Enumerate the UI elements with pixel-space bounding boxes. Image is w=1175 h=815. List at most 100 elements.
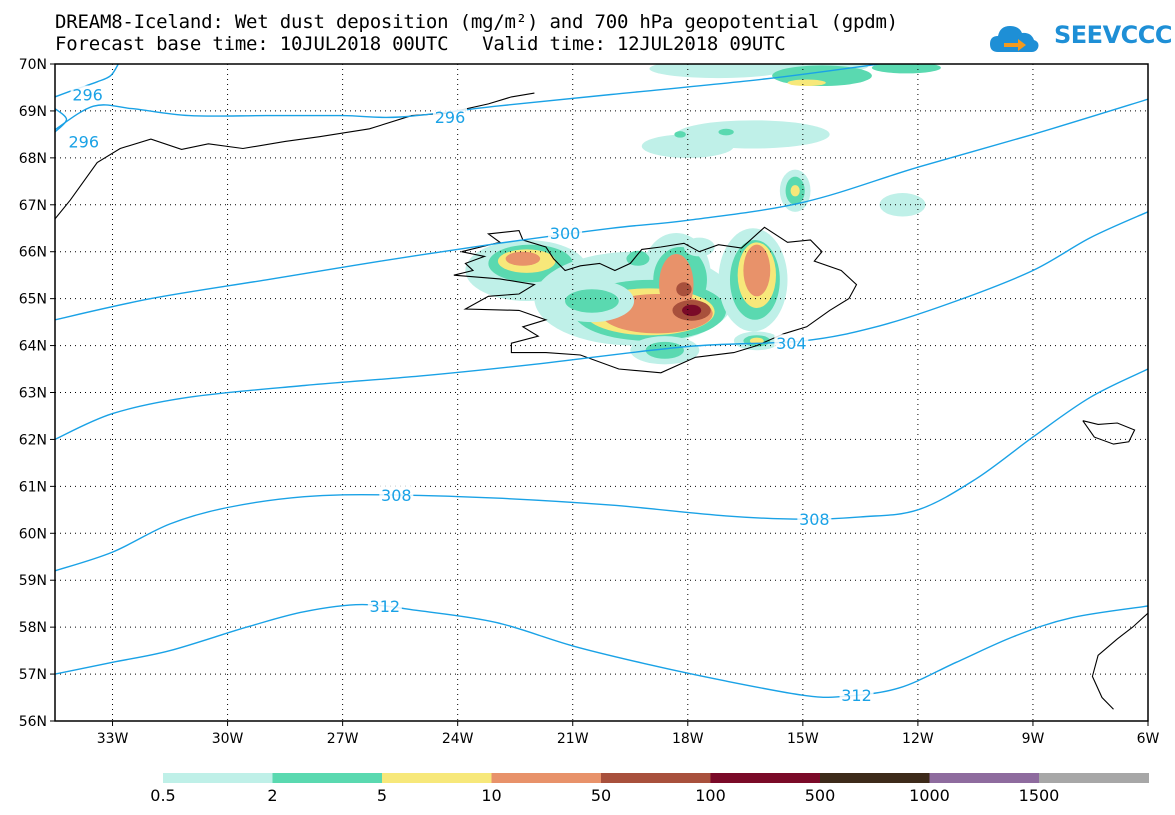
legend-swatch — [382, 773, 492, 783]
deposition-patch — [682, 304, 702, 317]
contour-label: 300 — [550, 224, 581, 243]
legend-swatch — [491, 773, 602, 783]
legend-label: 5 — [377, 786, 387, 805]
contour-label-bg — [367, 597, 402, 615]
deposition-patch — [676, 282, 692, 297]
lon-tick-label: 24W — [442, 731, 474, 747]
legend-swatch — [929, 773, 1040, 783]
legend-label: 1500 — [1019, 786, 1060, 805]
legend-swatch — [1039, 773, 1149, 783]
contour-label: 312 — [370, 597, 401, 616]
lat-tick-label: 56N — [19, 714, 47, 730]
contour-label-bg — [548, 223, 583, 241]
lon-tick-label: 30W — [212, 731, 244, 747]
axis-ticks: 56N 57N 58N 59N 60N 61N 62N 63N 64N 65N 66N 67N 68N 6… — [19, 57, 1160, 747]
lon-tick-label: 18W — [672, 731, 704, 747]
lat-tick-label: 65N — [19, 292, 47, 308]
lon-tick-label: 6W — [1137, 731, 1160, 747]
legend-swatch — [163, 773, 273, 783]
lat-tick-label: 58N — [19, 620, 47, 636]
geopotential-contours: 296 296 296 300 304 308 308 312 312 — [55, 64, 1148, 705]
lat-tick-label: 68N — [19, 151, 47, 167]
lon-tick-label: 33W — [97, 731, 129, 747]
forecast-time-subtitle: Forecast base time: 10JUL2018 00UTC Vali… — [55, 33, 786, 55]
deposition-patch — [565, 289, 619, 313]
deposition-patch — [787, 79, 826, 87]
contour-label: 312 — [841, 686, 872, 705]
cloud-with-arrow-icon — [990, 26, 1039, 52]
contour-296 — [55, 64, 880, 131]
deposition-patch — [790, 185, 800, 197]
dust-deposition-layer — [465, 64, 941, 365]
coastline-greenland — [55, 92, 535, 220]
deposition-patch — [674, 131, 686, 138]
contour-300 — [55, 98, 1148, 321]
contour-304 — [55, 211, 1148, 441]
contour-296 — [55, 64, 119, 98]
lat-tick-label: 59N — [19, 573, 47, 589]
lat-tick-label: 66N — [19, 245, 47, 261]
lat-tick-label: 69N — [19, 104, 47, 120]
legend-swatch — [710, 773, 821, 783]
contour-296 — [55, 108, 68, 133]
contour-label-bg — [774, 334, 809, 352]
deposition-patch — [505, 251, 541, 266]
contour-label: 308 — [381, 486, 412, 505]
color-legend: 0.5 2 5 10 50 100 500 1000 1500 — [150, 773, 1149, 805]
lon-tick-label: 21W — [557, 731, 589, 747]
contour-label: 296 — [68, 132, 99, 151]
deposition-patch — [641, 134, 734, 158]
contour-label-bg — [797, 510, 832, 528]
legend-label: 100 — [695, 786, 726, 805]
lat-tick-label: 60N — [19, 526, 47, 542]
contour-label: 308 — [799, 510, 830, 529]
contour-label-bg — [433, 108, 468, 126]
lon-tick-label: 9W — [1022, 731, 1045, 747]
contour-label: 304 — [776, 334, 807, 353]
lat-tick-label: 67N — [19, 198, 47, 214]
legend-label: 1000 — [909, 786, 950, 805]
deposition-patch — [718, 128, 734, 136]
lat-tick-label: 61N — [19, 479, 47, 495]
lat-tick-label: 70N — [19, 57, 47, 73]
deposition-patch — [871, 64, 941, 74]
coastline-faroes — [1082, 420, 1136, 445]
deposition-patch — [683, 237, 715, 257]
deposition-patch — [659, 254, 694, 316]
deposition-patch — [628, 250, 648, 263]
graticule — [55, 64, 1148, 721]
deposition-patch — [743, 244, 771, 297]
contour-label: 296 — [72, 86, 103, 105]
map-border — [54, 63, 1149, 722]
legend-label: 0.5 — [150, 786, 175, 805]
legend-label: 2 — [267, 786, 277, 805]
lon-tick-label: 12W — [902, 731, 934, 747]
legend-label: 500 — [805, 786, 836, 805]
coastline-norway — [1091, 612, 1148, 710]
lon-tick-label: 27W — [327, 731, 359, 747]
contour-label-bg — [379, 485, 414, 503]
legend-label: 50 — [591, 786, 611, 805]
contour-label-bg — [839, 686, 874, 704]
contour-312 — [55, 603, 1148, 699]
deposition-patch — [649, 64, 788, 79]
legend-swatch — [601, 773, 711, 783]
legend-label: 10 — [481, 786, 501, 805]
coastline-iceland — [453, 226, 858, 374]
deposition-patch — [879, 193, 926, 217]
deposition-patch — [749, 337, 764, 345]
contour-label-bg — [66, 132, 101, 150]
logo-wordmark: SEEVCCC — [1054, 21, 1173, 49]
contour-label-bg — [70, 85, 105, 103]
lat-tick-label: 62N — [19, 432, 47, 448]
legend-swatch — [272, 773, 383, 783]
coastlines — [55, 92, 1148, 710]
legend-swatch — [820, 773, 930, 783]
lat-tick-label: 64N — [19, 339, 47, 355]
contour-label: 296 — [435, 108, 466, 127]
map-frame — [54, 63, 1149, 722]
map-title: DREAM8-Iceland: Wet dust deposition (mg/… — [55, 11, 898, 33]
lat-tick-label: 57N — [19, 667, 47, 683]
